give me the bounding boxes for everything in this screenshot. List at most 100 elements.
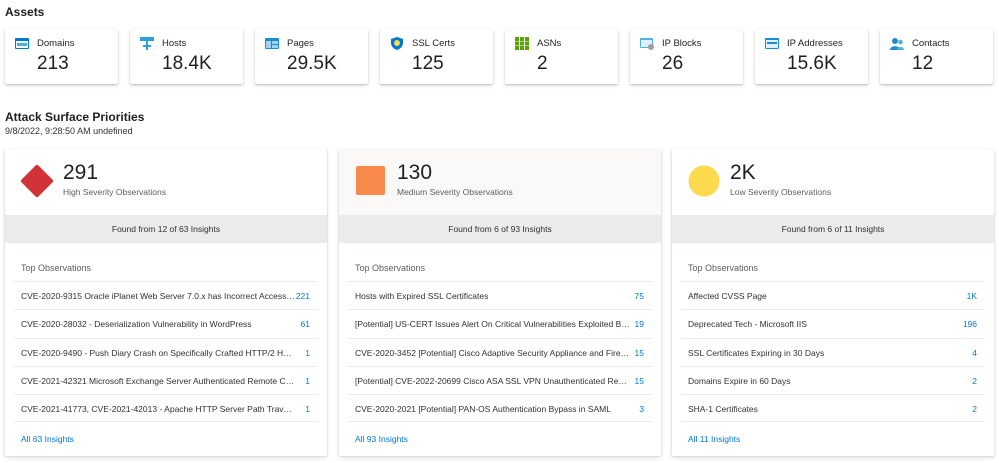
top-observations-label: Top Observations xyxy=(355,263,426,273)
card-header: 130 Medium Severity Observations xyxy=(339,149,661,215)
ip-addresses-icon xyxy=(765,38,779,49)
tile-value: 18.4K xyxy=(162,53,212,74)
observation-row[interactable]: [Potential] CVE-2022-20699 Cisco ASA SSL… xyxy=(348,365,652,394)
tile-ip-blocks[interactable]: IP Blocks 26 xyxy=(630,29,743,84)
top-observations-label: Top Observations xyxy=(21,263,92,273)
observation-row[interactable]: SSL Certificates Expiring in 30 Days 4 xyxy=(681,337,985,366)
severity-label: High Severity Observations xyxy=(63,187,166,197)
severity-count: 291 xyxy=(63,161,99,184)
low-severity-circle-icon xyxy=(688,165,720,197)
tile-hosts[interactable]: Hosts 18.4K xyxy=(130,29,243,84)
observation-count[interactable]: 61 xyxy=(300,319,310,330)
tile-label: Contacts xyxy=(912,38,950,49)
observation-row[interactable]: SHA-1 Certificates 2 xyxy=(681,394,985,423)
observation-row[interactable]: CVE-2020-9315 Oracle iPlanet Web Server … xyxy=(14,281,318,309)
observation-count[interactable]: 15 xyxy=(634,347,644,358)
observation-count[interactable]: 1 xyxy=(305,347,310,358)
observation-name: Domains Expire in 60 Days xyxy=(688,375,791,386)
all-insights-link[interactable]: All 93 Insights xyxy=(355,434,408,444)
observation-count[interactable]: 2 xyxy=(972,375,977,386)
observation-count[interactable]: 2 xyxy=(972,404,977,415)
observation-name: CVE-2020-28032 - Deserialization Vulnera… xyxy=(21,319,252,330)
observation-name: CVE-2020-9315 Oracle iPlanet Web Server … xyxy=(21,291,296,301)
top-observations-label: Top Observations xyxy=(688,263,759,273)
observation-count[interactable]: 4 xyxy=(972,347,977,358)
observation-count[interactable]: 15 xyxy=(634,375,644,386)
domains-icon xyxy=(15,38,29,49)
observation-count[interactable]: 221 xyxy=(295,291,310,301)
tile-value: 26 xyxy=(662,53,684,74)
observation-count[interactable]: 19 xyxy=(634,319,644,330)
asset-tiles: Domains 213 Hosts 18.4K Pages 29.5K SSL … xyxy=(5,29,995,84)
severity-label: Low Severity Observations xyxy=(730,187,832,197)
severity-cards: 291 High Severity Observations Found fro… xyxy=(5,149,995,456)
card-header: 2K Low Severity Observations xyxy=(672,149,994,215)
tile-label: Pages xyxy=(287,38,314,49)
observation-count[interactable]: 1 xyxy=(305,375,310,386)
tile-contacts[interactable]: Contacts 12 xyxy=(880,29,993,84)
observation-name: CVE-2021-41773, CVE-2021-42013 - Apache … xyxy=(21,404,296,415)
observation-row[interactable]: Domains Expire in 60 Days 2 xyxy=(681,365,985,394)
observation-count[interactable]: 1K xyxy=(966,291,977,301)
observation-row[interactable]: Affected CVSS Page 1K xyxy=(681,281,985,309)
tile-label: IP Addresses xyxy=(787,38,843,49)
severity-count: 130 xyxy=(397,161,433,184)
tile-pages[interactable]: Pages 29.5K xyxy=(255,29,368,84)
tile-asns[interactable]: ASNs 2 xyxy=(505,29,618,84)
observation-row[interactable]: CVE-2020-2021 [Potential] PAN-OS Authent… xyxy=(348,394,652,423)
found-from-insights: Found from 6 of 93 Insights xyxy=(339,215,661,243)
tile-ip-addresses[interactable]: IP Addresses 15.6K xyxy=(755,29,868,84)
tile-value: 2 xyxy=(537,53,548,74)
observation-name: Deprecated Tech - Microsoft IIS xyxy=(688,319,807,330)
observation-row[interactable]: CVE-2020-3452 [Potential] Cisco Adaptive… xyxy=(348,337,652,366)
observation-row[interactable]: Deprecated Tech - Microsoft IIS 196 xyxy=(681,309,985,337)
tile-label: IP Blocks xyxy=(662,38,702,49)
contacts-icon xyxy=(890,38,904,50)
all-insights-link[interactable]: All 11 Insights xyxy=(688,434,741,444)
card-header: 291 High Severity Observations xyxy=(5,149,327,215)
severity-label: Medium Severity Observations xyxy=(397,187,513,197)
observation-row[interactable]: Hosts with Expired SSL Certificates 75 xyxy=(348,281,652,309)
observation-row[interactable]: [Potential] US-CERT Issues Alert On Crit… xyxy=(348,309,652,337)
found-from-insights: Found from 12 of 63 Insights xyxy=(5,215,327,243)
attack-surface-priorities-title: Attack Surface Priorities xyxy=(5,110,145,124)
tile-label: Domains xyxy=(37,38,75,49)
tile-ssl-certs[interactable]: SSL Certs 125 xyxy=(380,29,493,84)
all-insights-link[interactable]: All 63 Insights xyxy=(21,434,74,444)
observation-row[interactable]: CVE-2020-9490 - Push Diary Crash on Spec… xyxy=(14,337,318,366)
observation-row[interactable]: CVE-2021-42321 Microsoft Exchange Server… xyxy=(14,365,318,394)
observation-name: CVE-2020-2021 [Potential] PAN-OS Authent… xyxy=(355,404,611,415)
tile-value: 12 xyxy=(912,53,934,74)
observation-name: Affected CVSS Page xyxy=(688,291,767,301)
tile-value: 15.6K xyxy=(787,53,837,74)
high-severity-diamond-icon xyxy=(21,165,53,197)
tile-label: SSL Certs xyxy=(412,38,455,49)
ip-blocks-icon xyxy=(640,38,654,50)
severity-count: 2K xyxy=(730,161,756,184)
pages-icon xyxy=(265,38,279,49)
medium-severity-card: 130 Medium Severity Observations Found f… xyxy=(339,149,661,456)
high-severity-card: 291 High Severity Observations Found fro… xyxy=(5,149,327,456)
tile-value: 125 xyxy=(412,53,444,74)
observation-name: SSL Certificates Expiring in 30 Days xyxy=(688,347,825,358)
priorities-timestamp: 9/8/2022, 9:28:50 AM undefined xyxy=(5,126,133,136)
medium-severity-square-icon xyxy=(356,166,385,195)
ssl-cert-icon xyxy=(391,37,403,50)
found-from-insights: Found from 6 of 11 Insights xyxy=(672,215,994,243)
observation-count[interactable]: 3 xyxy=(639,404,644,415)
observation-count[interactable]: 1 xyxy=(305,404,310,415)
observation-count[interactable]: 196 xyxy=(962,319,977,330)
observation-list: Affected CVSS Page 1K Deprecated Tech - … xyxy=(672,281,994,423)
tile-value: 29.5K xyxy=(287,53,337,74)
observation-row[interactable]: CVE-2021-41773, CVE-2021-42013 - Apache … xyxy=(14,394,318,423)
observation-name: CVE-2020-9490 - Push Diary Crash on Spec… xyxy=(21,347,296,358)
observation-row[interactable]: CVE-2020-28032 - Deserialization Vulnera… xyxy=(14,309,318,337)
observation-count[interactable]: 75 xyxy=(634,291,644,301)
hosts-icon xyxy=(140,37,154,50)
observation-name: SHA-1 Certificates xyxy=(688,404,758,415)
asn-icon xyxy=(515,37,529,50)
observation-list: CVE-2020-9315 Oracle iPlanet Web Server … xyxy=(5,281,327,423)
observation-name: CVE-2021-42321 Microsoft Exchange Server… xyxy=(21,375,296,386)
observation-name: [Potential] CVE-2022-20699 Cisco ASA SSL… xyxy=(355,375,630,386)
tile-domains[interactable]: Domains 213 xyxy=(5,29,118,84)
